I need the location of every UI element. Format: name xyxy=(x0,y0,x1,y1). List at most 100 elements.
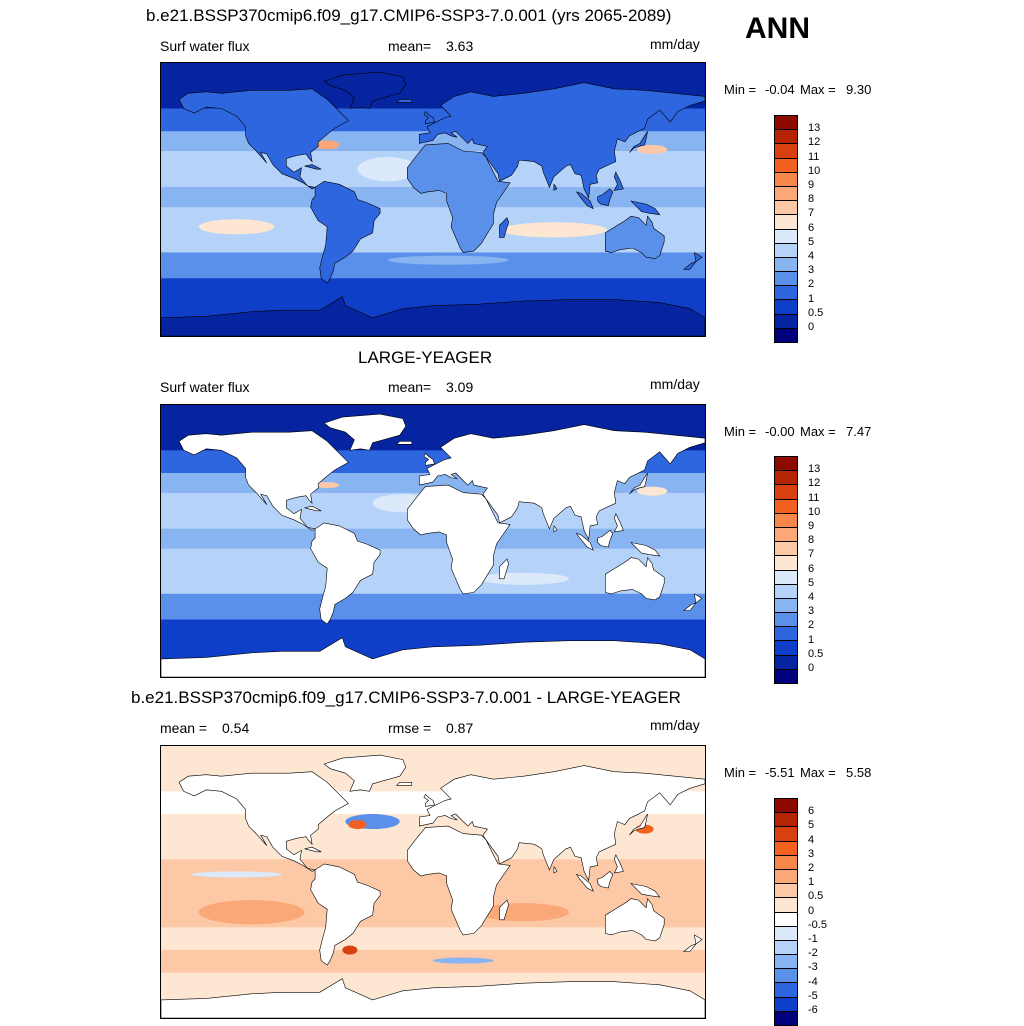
colorbar-tick-label: 2 xyxy=(808,278,815,291)
colorbar-swatch xyxy=(775,654,797,669)
max-label: Max = xyxy=(800,765,836,780)
colorbar-tick-label: 3 xyxy=(808,264,815,277)
max-label: Max = xyxy=(800,82,836,97)
field-anomaly xyxy=(198,219,275,235)
continent-nz xyxy=(682,934,703,952)
colorbar-swatch xyxy=(775,242,797,257)
colorbar-tick-label: 1 xyxy=(808,633,815,646)
continent-greenland xyxy=(323,754,407,792)
units-label: mm/day xyxy=(650,376,700,392)
map-model xyxy=(160,62,706,337)
continent-nz xyxy=(682,252,703,270)
continent-eurasia xyxy=(419,424,705,541)
field-anomaly xyxy=(357,157,418,182)
continent-samerica xyxy=(310,180,381,284)
colorbar-swatch xyxy=(775,640,797,655)
colorbar-swatch xyxy=(775,498,797,513)
mean-label: mean = xyxy=(160,720,208,736)
field-anomaly xyxy=(433,957,494,964)
field-anomaly xyxy=(478,572,569,585)
colorbar xyxy=(774,798,798,1026)
colorbar-swatch xyxy=(775,840,797,855)
continent-namerica xyxy=(178,430,349,531)
continent-sumatra xyxy=(575,873,594,892)
colorbar-swatch xyxy=(775,897,797,912)
continent-borneo xyxy=(597,188,614,206)
colorbar-tick-label: 7 xyxy=(808,207,815,220)
field-anomaly xyxy=(315,140,340,150)
colorbar-swatch xyxy=(775,826,797,841)
colorbar-swatch xyxy=(775,313,797,328)
variable-label: Surf water flux xyxy=(160,379,250,395)
continent-iceland xyxy=(395,99,413,103)
mean-label: mean= xyxy=(388,38,432,54)
colorbar-swatch xyxy=(775,271,797,286)
continent-antarctica xyxy=(161,296,705,336)
continent-philippines xyxy=(613,513,624,533)
colorbar-swatch xyxy=(775,939,797,955)
continent-philippines xyxy=(613,854,624,874)
variable-label: Surf water flux xyxy=(160,38,250,54)
min-label: Min = xyxy=(724,765,757,780)
mean-value: 0.54 xyxy=(222,720,250,736)
colorbar-tick-label: 3 xyxy=(808,847,815,860)
colorbar-swatch xyxy=(775,583,797,598)
colorbar-swatch xyxy=(775,256,797,272)
min-value: -5.51 xyxy=(765,765,795,780)
colorbar-swatch xyxy=(775,512,797,527)
colorbar-swatch xyxy=(775,911,797,926)
colorbar-swatch xyxy=(775,854,797,869)
field-anomaly xyxy=(501,222,607,238)
colorbar-swatch xyxy=(775,541,797,556)
continent-philippines xyxy=(613,171,624,191)
colorbar-swatch xyxy=(775,143,797,158)
continent-uk xyxy=(423,110,435,125)
continent-greenland xyxy=(323,413,407,451)
colorbar-swatch xyxy=(775,954,797,969)
colorbar-swatch xyxy=(775,470,797,485)
continent-australia xyxy=(605,556,665,601)
colorbar-tick-label: 0.5 xyxy=(808,306,824,319)
max-value: 7.47 xyxy=(846,424,872,439)
colorbar-tick-label: 0.5 xyxy=(808,890,824,903)
field-anomaly xyxy=(387,255,509,265)
continent-eurasia xyxy=(419,765,705,882)
colorbar-swatch xyxy=(775,228,797,243)
continent-cuba xyxy=(304,164,322,170)
panel-title: LARGE-YEAGER xyxy=(358,348,493,367)
mean-value: 3.09 xyxy=(446,379,474,395)
colorbar-tick-label: -5 xyxy=(808,989,818,1002)
colorbar-swatch xyxy=(775,555,797,570)
colorbar-tick-label: 11 xyxy=(808,150,820,163)
mean-label: mean= xyxy=(388,379,432,395)
colorbar-swatch xyxy=(775,883,797,898)
continent-madagascar xyxy=(499,899,509,921)
colorbar-tick-label: -3 xyxy=(808,961,818,974)
colorbar-tick-label: 13 xyxy=(808,122,821,135)
max-value: 5.58 xyxy=(846,765,872,780)
colorbar-swatch xyxy=(775,968,797,983)
min-label: Min = xyxy=(724,82,757,97)
colorbar xyxy=(774,115,798,343)
continent-cuba xyxy=(304,505,322,512)
colorbar-tick-label: 8 xyxy=(808,193,815,206)
colorbar-swatch xyxy=(775,612,797,627)
colorbar-tick-label: 4 xyxy=(808,591,815,603)
colorbar-swatch xyxy=(775,327,797,342)
continent-namerica xyxy=(178,771,349,872)
colorbar-tick-label: 1 xyxy=(808,876,815,889)
continent-africa xyxy=(407,143,511,253)
continent-eurasia xyxy=(419,82,705,200)
continent-newguinea xyxy=(630,542,661,557)
colorbar-tick-label: -0.5 xyxy=(808,918,827,931)
colorbar-tick-label: 12 xyxy=(808,477,821,490)
colorbar-tick-label: 5 xyxy=(808,576,815,589)
season-label: ANN xyxy=(745,12,810,45)
continent-newguinea xyxy=(630,883,661,898)
colorbar-tick-label: 0 xyxy=(808,662,815,674)
colorbar-swatch xyxy=(775,484,797,499)
colorbar-swatch xyxy=(775,214,797,229)
colorbar-swatch xyxy=(775,185,797,201)
colorbar-swatch xyxy=(775,200,797,215)
field-anomaly xyxy=(342,945,358,955)
